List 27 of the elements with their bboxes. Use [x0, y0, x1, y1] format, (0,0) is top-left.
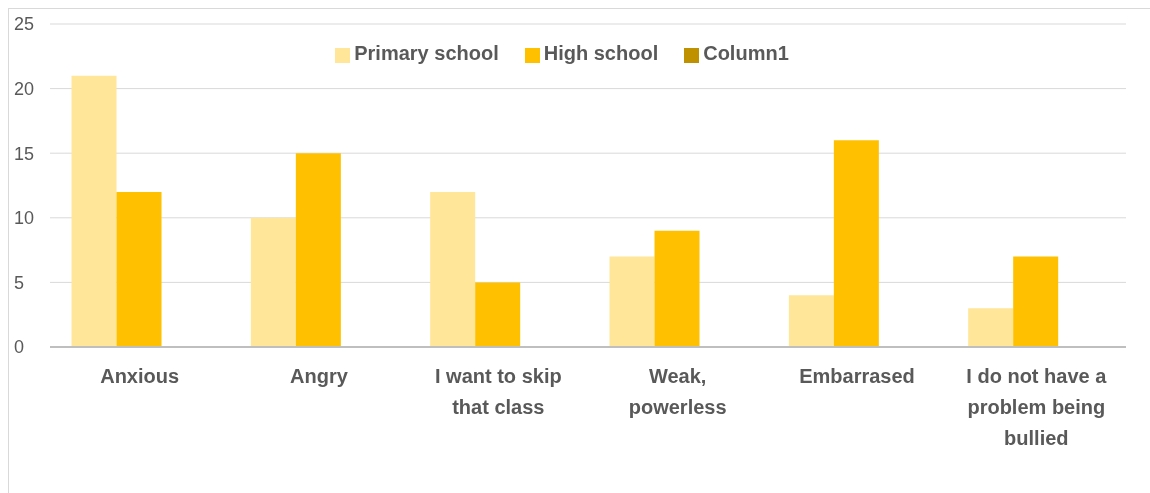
bar [788, 295, 834, 347]
y-tick-label: 10 [14, 208, 35, 229]
bar [475, 282, 521, 347]
x-tick-label: Weak, powerless [628, 365, 727, 418]
bar [609, 256, 655, 347]
x-tick-label: Embarrased [799, 365, 915, 387]
bar [250, 217, 296, 347]
x-tick-label: I do not have a problem being bullied [966, 365, 1108, 449]
y-tick-label: 25 [14, 14, 35, 35]
y-tick-label: 20 [14, 78, 35, 99]
legend-label: Primary school [354, 42, 499, 64]
y-tick-label: 15 [14, 143, 35, 164]
y-tick-label: 0 [14, 337, 25, 358]
bar [1013, 256, 1059, 347]
x-tick-label: I want to skip that class [434, 365, 562, 418]
bar [968, 308, 1014, 347]
legend-label: Column1 [703, 42, 789, 64]
bar [654, 230, 700, 347]
bar [295, 153, 341, 347]
legend-label: High school [543, 42, 659, 64]
y-tick-label: 5 [14, 272, 25, 293]
x-tick-label: Angry [290, 365, 349, 387]
x-tick-label: Anxious [100, 365, 180, 387]
bar [430, 191, 476, 347]
bar [833, 140, 879, 347]
bar [71, 75, 117, 347]
bar [116, 191, 162, 347]
